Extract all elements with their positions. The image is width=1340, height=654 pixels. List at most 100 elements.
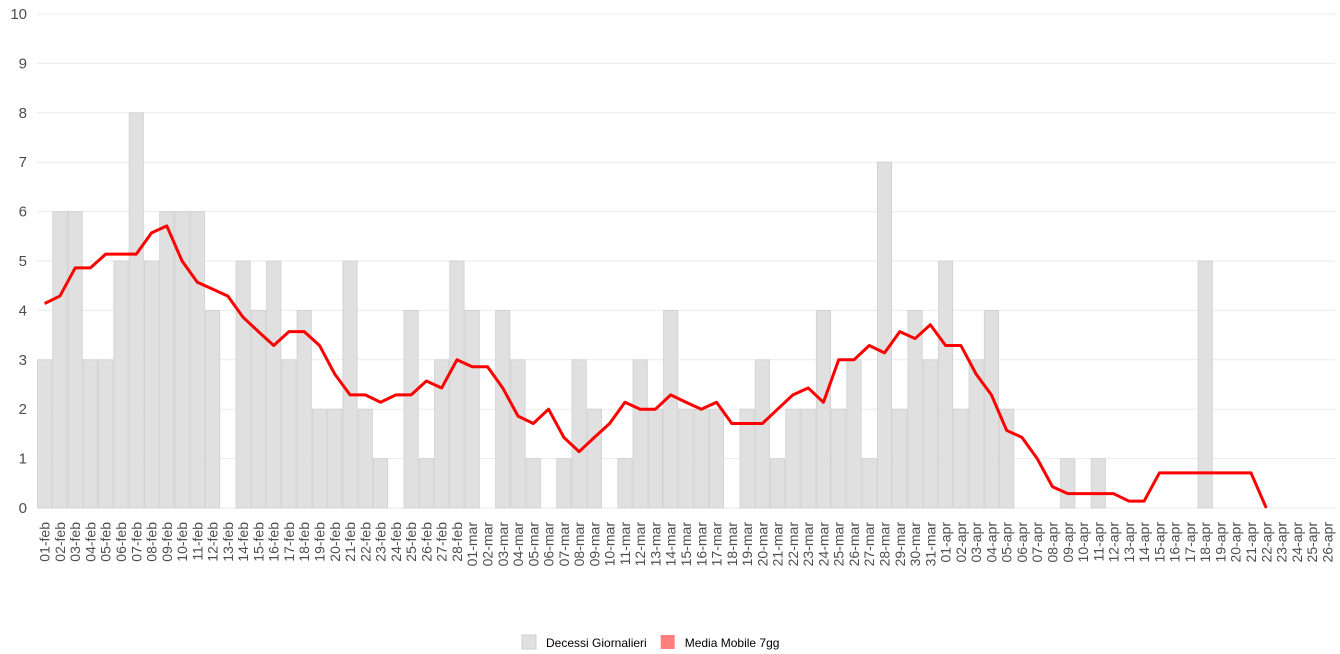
bar bbox=[907, 309, 923, 509]
x-tick-label: 08-feb bbox=[144, 522, 160, 562]
y-tick-label: 5 bbox=[19, 253, 27, 270]
x-tick-label: 12-mar bbox=[632, 522, 648, 567]
x-tick-label: 11-apr bbox=[1090, 522, 1106, 562]
x-tick-label: 27-mar bbox=[861, 522, 877, 567]
y-tick-label: 9 bbox=[19, 55, 27, 72]
x-tick-label: 07-feb bbox=[128, 522, 144, 562]
bar bbox=[113, 260, 129, 509]
bar bbox=[938, 260, 954, 509]
x-tick-label: 21-apr bbox=[1243, 522, 1259, 563]
x-tick-label: 12-apr bbox=[1106, 522, 1122, 563]
x-tick-label: 03-apr bbox=[968, 522, 984, 563]
x-tick-label: 07-apr bbox=[1029, 522, 1045, 563]
bar bbox=[1090, 458, 1106, 509]
x-tick-label: 26-mar bbox=[846, 522, 862, 567]
bar bbox=[82, 359, 98, 509]
x-tick-label: 09-apr bbox=[1060, 522, 1076, 563]
x-tick-label: 26-apr bbox=[1319, 522, 1335, 563]
bar bbox=[250, 309, 266, 509]
bar bbox=[52, 211, 68, 509]
x-tick-label: 01-feb bbox=[37, 522, 53, 562]
x-tick-label: 30-mar bbox=[907, 522, 923, 567]
x-tick-label: 23-mar bbox=[800, 522, 816, 567]
x-tick-label: 08-mar bbox=[571, 522, 587, 567]
bar bbox=[159, 211, 175, 509]
y-tick-label: 8 bbox=[19, 105, 27, 122]
x-tick-label: 23-feb bbox=[373, 522, 389, 562]
x-tick-label: 10-feb bbox=[174, 522, 190, 562]
x-tick-label: 22-feb bbox=[357, 522, 373, 562]
y-tick-label: 7 bbox=[19, 154, 27, 171]
legend: Decessi Giornalieri Media Mobile 7gg bbox=[521, 634, 780, 650]
bar bbox=[846, 359, 862, 509]
x-tick-label: 06-feb bbox=[113, 522, 129, 562]
x-tick-label: 13-apr bbox=[1121, 522, 1137, 563]
x-tick-label: 09-mar bbox=[586, 522, 602, 567]
x-tick-label: 25-feb bbox=[403, 522, 419, 562]
x-tick-label: 22-mar bbox=[785, 522, 801, 567]
bar bbox=[464, 309, 480, 509]
x-tick-label: 22-apr bbox=[1258, 522, 1274, 563]
x-tick-label: 15-mar bbox=[678, 522, 694, 567]
x-tick-label: 26-feb bbox=[418, 522, 434, 562]
bar bbox=[800, 408, 816, 509]
bar bbox=[418, 458, 434, 509]
bar bbox=[525, 458, 541, 509]
bar bbox=[571, 359, 587, 509]
x-tick-label: 02-feb bbox=[52, 522, 68, 562]
bar bbox=[342, 260, 358, 509]
y-tick-label: 4 bbox=[19, 302, 27, 319]
x-tick-label: 25-mar bbox=[831, 522, 847, 567]
x-tick-label: 24-feb bbox=[388, 522, 404, 562]
y-tick-label: 10 bbox=[10, 6, 27, 23]
x-tick-label: 11-feb bbox=[189, 522, 205, 561]
bar bbox=[876, 161, 893, 509]
bar bbox=[403, 309, 419, 509]
bar bbox=[861, 458, 877, 509]
x-tick-label: 20-feb bbox=[327, 522, 343, 562]
x-tick-label: 27-feb bbox=[434, 522, 450, 562]
x-tick-label: 03-feb bbox=[67, 522, 83, 562]
x-tick-label: 06-mar bbox=[541, 522, 557, 567]
x-tick-label: 17-mar bbox=[709, 522, 725, 567]
x-tick-label: 23-apr bbox=[1274, 522, 1290, 563]
x-tick-label: 18-apr bbox=[1197, 522, 1213, 563]
bar bbox=[373, 458, 389, 509]
x-tick-label: 20-apr bbox=[1228, 522, 1244, 563]
bar bbox=[647, 408, 663, 509]
y-tick-label: 6 bbox=[19, 204, 27, 221]
x-tick-label: 19-feb bbox=[312, 522, 328, 562]
bar bbox=[296, 309, 312, 509]
bar bbox=[770, 458, 786, 509]
x-tick-label: 13-feb bbox=[220, 522, 236, 562]
bar bbox=[586, 408, 602, 509]
bar bbox=[556, 458, 572, 509]
x-tick-label: 16-apr bbox=[1167, 522, 1183, 563]
bar bbox=[143, 260, 160, 509]
x-tick-label: 11-mar bbox=[617, 522, 633, 566]
x-tick-label: 21-mar bbox=[770, 522, 786, 567]
x-tick-label: 04-feb bbox=[82, 522, 98, 562]
bar bbox=[693, 408, 709, 509]
x-tick-label: 16-feb bbox=[266, 522, 282, 562]
legend-label: Media Mobile 7gg bbox=[685, 636, 780, 650]
x-tick-label: 05-apr bbox=[999, 522, 1015, 563]
x-tick-label: 05-feb bbox=[98, 522, 114, 562]
y-tick-label: 3 bbox=[19, 352, 27, 369]
moving-average-line bbox=[43, 224, 1268, 509]
bar bbox=[266, 260, 282, 509]
x-tick-label: 28-feb bbox=[449, 522, 465, 562]
x-tick-label: 03-mar bbox=[495, 522, 511, 567]
bar bbox=[495, 309, 511, 509]
x-tick-label: 14-apr bbox=[1136, 522, 1152, 563]
x-tick-label: 17-apr bbox=[1182, 522, 1198, 563]
bar bbox=[1060, 458, 1076, 509]
bar bbox=[663, 309, 679, 509]
x-tick-label: 08-apr bbox=[1044, 522, 1060, 563]
x-tick-label: 24-apr bbox=[1289, 522, 1305, 563]
x-tick-label: 19-apr bbox=[1212, 522, 1228, 563]
bar bbox=[98, 359, 114, 509]
legend-swatch bbox=[660, 635, 675, 649]
x-tick-label: 31-mar bbox=[922, 522, 938, 567]
